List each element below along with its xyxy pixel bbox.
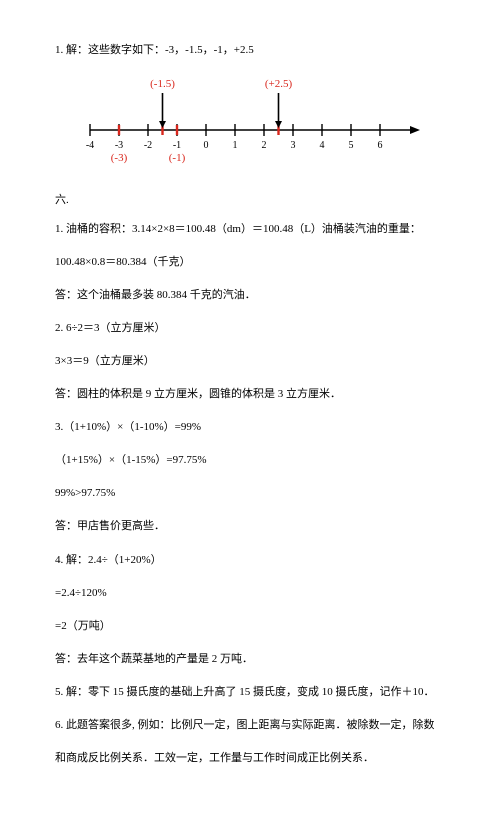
svg-text:4: 4 <box>320 140 325 151</box>
q6-4b: =2.4÷120% <box>55 585 445 602</box>
svg-text:-3: -3 <box>115 140 123 151</box>
q6-3-ans: 答：甲店售价更高些． <box>55 518 445 535</box>
numberline-wrap: -4 -3 -2 -1 0 1 2 3 4 5 6 (-1.5) (+2.5) (-3) (-1) <box>85 75 445 173</box>
svg-text:6: 6 <box>378 140 383 151</box>
svg-text:2: 2 <box>262 140 267 151</box>
svg-text:-1: -1 <box>173 140 181 151</box>
q6-4c: =2（万吨） <box>55 618 445 635</box>
svg-text:1: 1 <box>233 140 238 151</box>
q6-3b: （1+15%）×（1-15%）=97.75% <box>55 452 445 469</box>
svg-text:-2: -2 <box>144 140 152 151</box>
q6-6a: 6. 此题答案很多, 例如：比例尺一定，图上距离与实际距离．被除数一定，除数 <box>55 717 445 734</box>
svg-text:3: 3 <box>291 140 296 151</box>
q6-1a: 1. 油桶的容积：3.14×2×8＝100.48（dm）＝100.48（L）油桶… <box>55 221 445 238</box>
q1-intro: 1. 解：这些数字如下：-3，-1.5，-1，+2.5 <box>55 42 445 59</box>
q6-6b: 和商成反比例关系．工效一定，工作量与工作时间成正比例关系． <box>55 750 445 767</box>
svg-text:(-1): (-1) <box>169 152 186 164</box>
svg-text:5: 5 <box>349 140 354 151</box>
svg-text:(+2.5): (+2.5) <box>265 78 293 90</box>
q6-2a: 2. 6÷2＝3（立方厘米） <box>55 320 445 337</box>
q6-5: 5. 解：零下 15 摄氏度的基础上升高了 15 摄氏度，变成 10 摄氏度，记… <box>55 684 445 701</box>
svg-text:(-1.5): (-1.5) <box>150 78 175 90</box>
svg-text:0: 0 <box>204 140 209 151</box>
svg-text:-4: -4 <box>86 140 94 151</box>
q6-2b: 3×3＝9（立方厘米） <box>55 353 445 370</box>
q6-1b: 100.48×0.8＝80.384（千克） <box>55 254 445 271</box>
q6-1-ans: 答：这个油桶最多装 80.384 千克的汽油． <box>55 287 445 304</box>
svg-text:(-3): (-3) <box>111 152 128 164</box>
numberline-svg: -4 -3 -2 -1 0 1 2 3 4 5 6 (-1.5) (+2.5) (-3) (-1) <box>85 75 425 170</box>
q6-4-ans: 答：去年这个蔬菜基地的产量是 2 万吨． <box>55 651 445 668</box>
q6-4a: 4. 解：2.4÷（1+20%） <box>55 552 445 569</box>
q6-2-ans: 答：圆柱的体积是 9 立方厘米，圆锥的体积是 3 立方厘米． <box>55 386 445 403</box>
q6-3a: 3.（1+10%）×（1-10%）=99% <box>55 419 445 436</box>
section-6-heading: 六. <box>55 191 445 207</box>
q6-3c: 99%>97.75% <box>55 485 445 502</box>
